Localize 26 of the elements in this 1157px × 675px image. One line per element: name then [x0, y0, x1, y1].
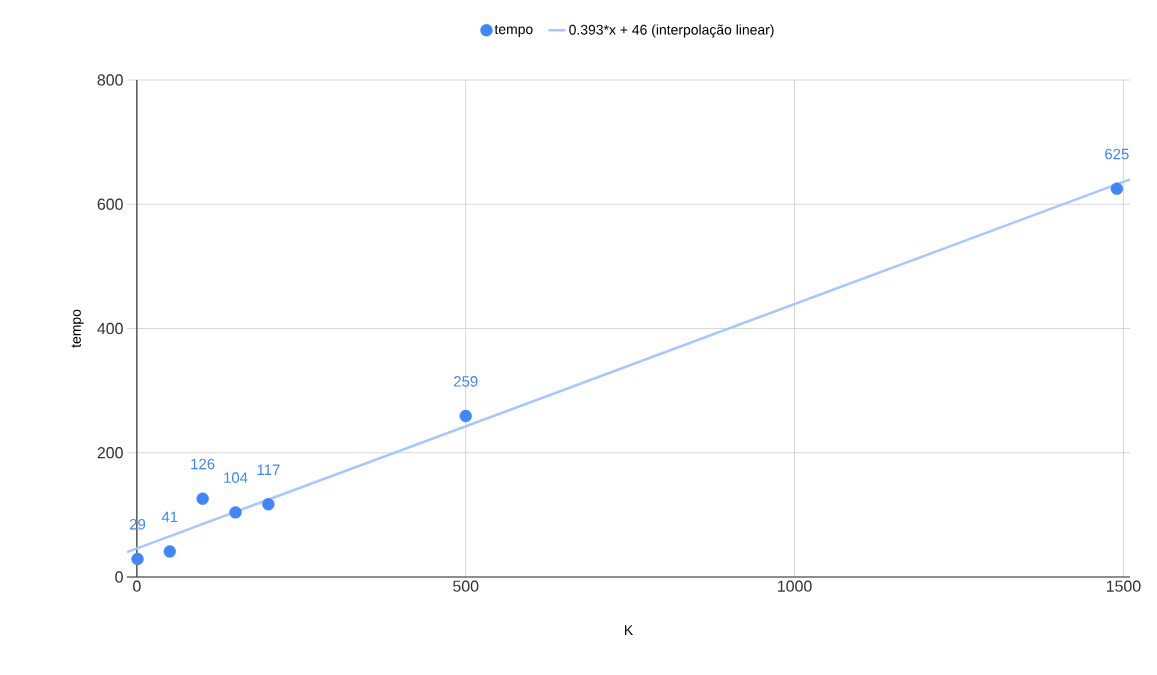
x-axis-title: K — [624, 625, 634, 635]
point — [262, 498, 275, 511]
point — [131, 552, 144, 566]
point — [196, 492, 209, 505]
y-tick-label: 200 — [97, 447, 123, 459]
data-label: 41 — [161, 511, 178, 523]
x-tick-label: 500 — [453, 580, 479, 592]
x-tick-label: 1000 — [778, 580, 812, 592]
y-axis-title: tempo — [71, 309, 84, 348]
point — [459, 409, 472, 423]
x-tick-label: 1500 — [1106, 580, 1141, 592]
x-tick-label: 0 — [133, 580, 141, 592]
data-label: 126 — [191, 458, 215, 470]
y-tick-label: 800 — [97, 74, 123, 86]
point — [163, 545, 176, 558]
data-label: 117 — [257, 464, 280, 475]
data-label: 625 — [1105, 148, 1129, 160]
point — [229, 506, 242, 519]
legend-label: tempo — [494, 25, 533, 37]
point — [1110, 182, 1124, 195]
data-label: 259 — [454, 376, 478, 387]
legend-label: 0.393*x + 46 (interpolação linear) — [569, 24, 774, 38]
data-label: 104 — [224, 472, 248, 483]
y-tick-label: 0 — [115, 571, 123, 583]
y-tick-label: 600 — [97, 198, 123, 210]
y-tick-label: 400 — [97, 322, 123, 335]
